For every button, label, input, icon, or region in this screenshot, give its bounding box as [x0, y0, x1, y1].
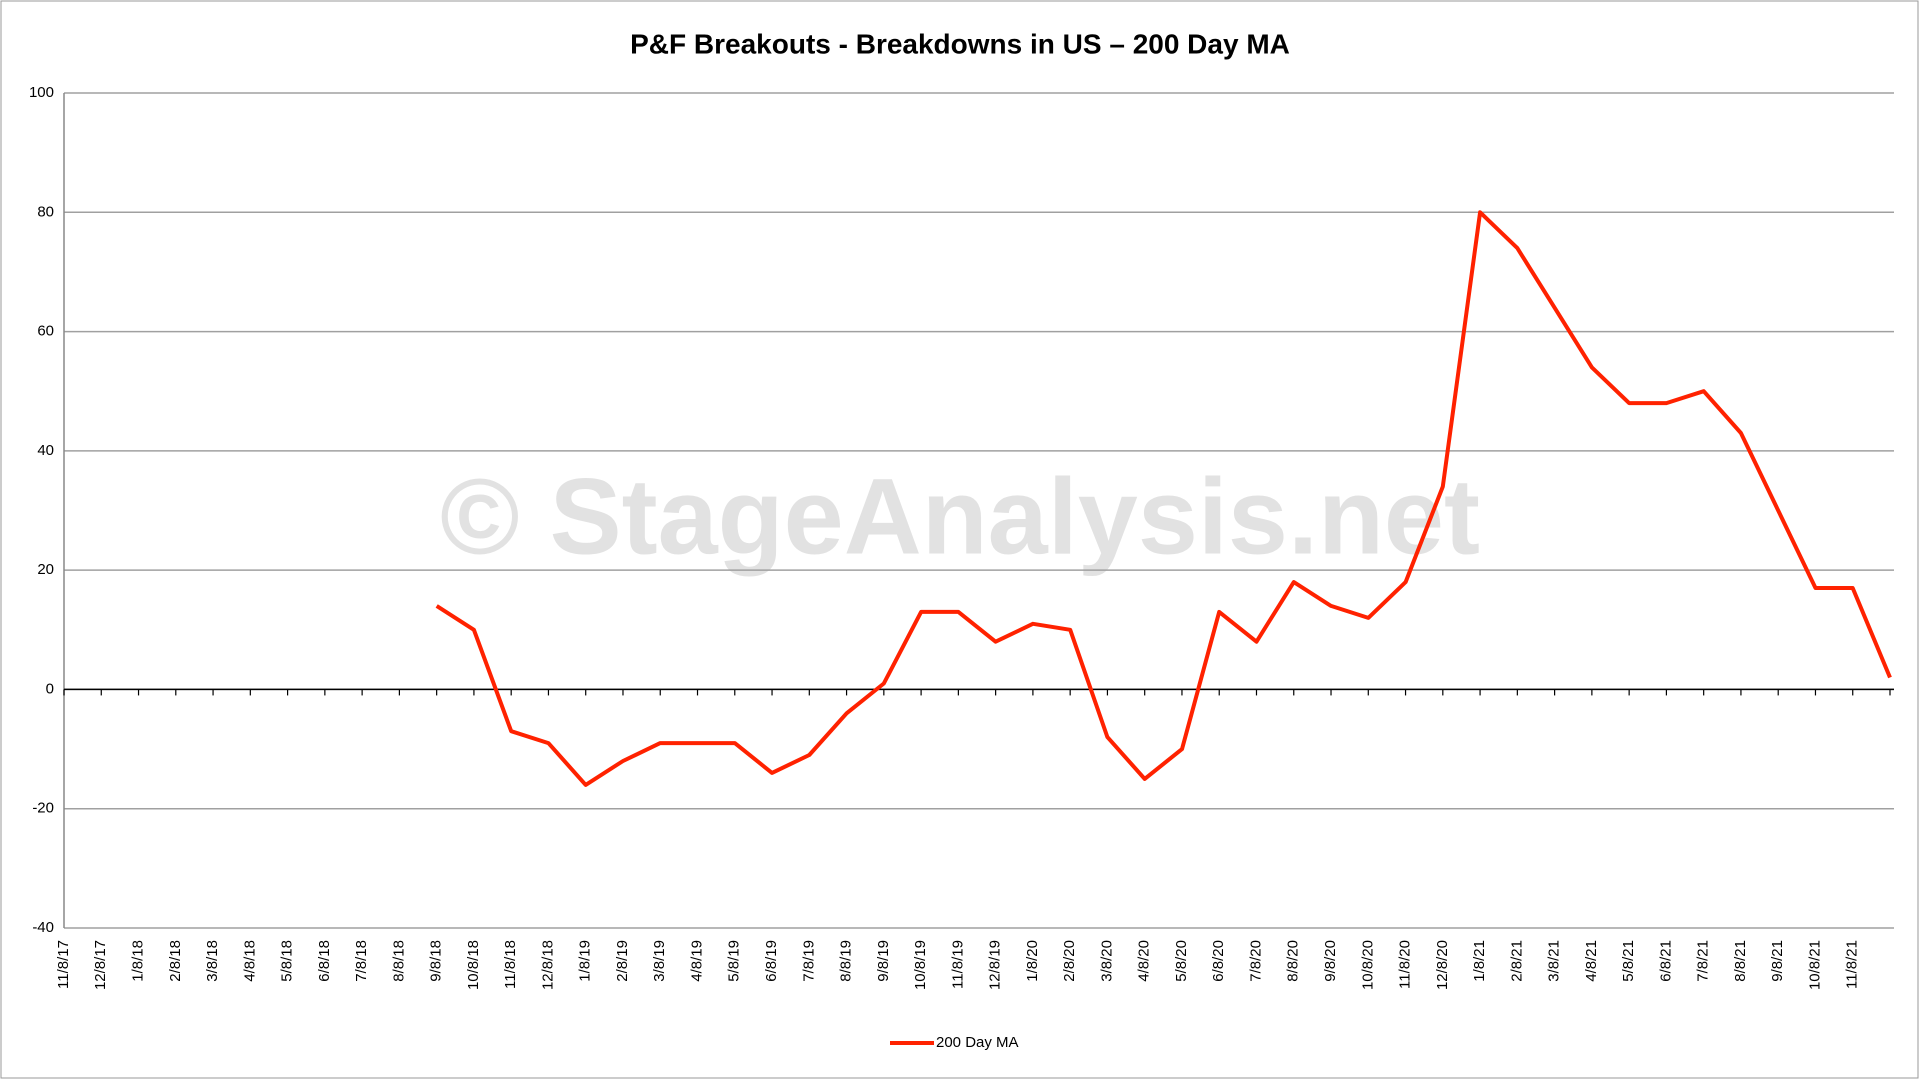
x-tick-label: 4/8/21: [1583, 940, 1600, 982]
y-tick-label: 80: [37, 203, 54, 220]
x-tick-label: 1/8/19: [577, 940, 594, 982]
x-tick-label: 11/8/17: [55, 940, 72, 989]
x-tick-label: 2/8/21: [1508, 940, 1525, 982]
y-tick-label: 0: [46, 680, 54, 697]
y-tick-label: -40: [32, 919, 54, 936]
x-tick-label: 4/8/20: [1136, 940, 1153, 982]
x-tick-label: 6/8/21: [1657, 940, 1674, 982]
x-tick-label: 3/8/18: [204, 940, 221, 982]
legend-label: 200 Day MA: [936, 1034, 1019, 1051]
x-tick-label: 12/8/19: [987, 940, 1004, 990]
y-tick-label: -20: [32, 800, 54, 817]
x-tick-label: 9/8/21: [1769, 940, 1786, 982]
chart-title: P&F Breakouts - Breakdowns in US – 200 D…: [630, 28, 1290, 59]
x-tick-label: 11/8/18: [502, 940, 519, 989]
x-tick-label: 9/8/18: [428, 940, 445, 982]
x-tick-label: 2/8/19: [614, 940, 631, 982]
x-tick-label: 5/8/19: [726, 940, 743, 982]
x-tick-label: 11/8/19: [949, 940, 966, 989]
x-tick-label: 11/8/20: [1397, 940, 1414, 989]
x-tick-label: 7/8/19: [800, 940, 817, 982]
x-tick-label: 12/8/20: [1434, 940, 1451, 990]
x-tick-label: 5/8/18: [279, 940, 296, 982]
x-tick-label: 4/8/19: [688, 940, 705, 982]
x-tick-label: 8/8/20: [1285, 940, 1302, 982]
x-tick-label: 12/8/18: [539, 940, 556, 990]
x-tick-label: 10/8/19: [912, 940, 929, 990]
x-tick-label: 7/8/18: [353, 940, 370, 982]
x-tick-label: 10/8/20: [1359, 940, 1376, 990]
x-tick-label: 3/8/19: [651, 940, 668, 982]
x-tick-label: 12/8/17: [92, 940, 109, 990]
x-tick-label: 1/8/21: [1471, 940, 1488, 982]
x-tick-label: 10/8/21: [1806, 940, 1823, 990]
watermark: © StageAnalysis.net: [440, 456, 1480, 577]
x-tick-label: 8/8/18: [390, 940, 407, 982]
x-tick-label: 5/8/21: [1620, 940, 1637, 982]
x-tick-label: 1/8/20: [1024, 940, 1041, 982]
x-tick-label: 1/8/18: [129, 940, 146, 982]
x-tick-label: 10/8/18: [465, 940, 482, 990]
y-tick-label: 20: [37, 561, 54, 578]
x-tick-label: 3/8/21: [1546, 940, 1563, 982]
x-tick-label: 11/8/21: [1844, 940, 1861, 989]
x-tick-label: 6/8/18: [316, 940, 333, 982]
x-tick-label: 2/8/20: [1061, 940, 1078, 982]
x-tick-label: 7/8/20: [1247, 940, 1264, 982]
x-tick-label: 6/8/19: [763, 940, 780, 982]
y-tick-label: 40: [37, 442, 54, 459]
data-line: [435, 210, 1892, 787]
x-tick-label: 6/8/20: [1210, 940, 1227, 982]
x-tick-label: 5/8/20: [1173, 940, 1190, 982]
x-tick-label: 3/8/20: [1098, 940, 1115, 982]
x-tick-label: 9/8/19: [875, 940, 892, 982]
x-tick-label: 8/8/19: [838, 940, 855, 982]
y-tick-label: 60: [37, 323, 54, 340]
x-tick-label: 9/8/20: [1322, 940, 1339, 982]
x-tick-label: 8/8/21: [1732, 940, 1749, 982]
x-tick-label: 2/8/18: [167, 940, 184, 982]
x-tick-label: 4/8/18: [241, 940, 258, 982]
x-tick-label: 7/8/21: [1695, 940, 1712, 982]
y-tick-label: 100: [29, 84, 54, 101]
